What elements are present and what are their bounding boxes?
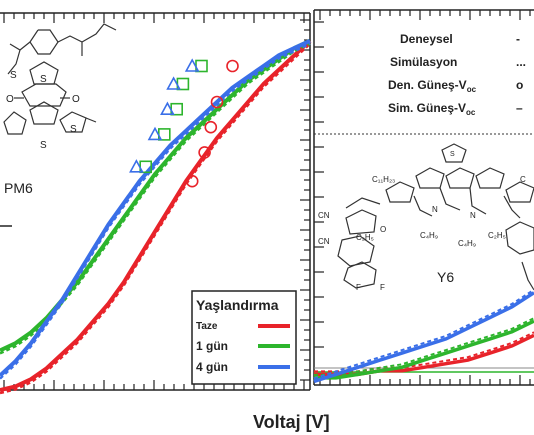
y6-nitrogen-right: N [470,211,476,220]
curve-4-gün [0,38,311,378]
aging-legend: Yaşlandırma Taze 1 gün 4 gün [191,290,297,385]
voc-marker-triangle [129,159,144,173]
voc-marker-triangle [184,58,200,72]
legend-simulasyon: Simülasyon [390,55,457,69]
voc-marker-triangle [160,101,175,115]
y6-c4h9-right: C₄H₉ [458,239,476,248]
legend-label-4-gun: 4 gün [196,360,228,374]
y6-alkyl-right: C [520,175,526,184]
y6-c2h5: C₂H₅ [356,233,374,242]
legend-den-gunes-voc-symbol: o [516,78,523,92]
y6-fluorine-right: F [380,283,385,292]
y6-fluorine-left: F [356,283,361,292]
curve-taze [0,39,312,392]
right-curve-1-gün [314,319,534,380]
pm6-molecule-structure [3,23,117,135]
voc-marker-circle [185,174,199,188]
legend-deneysel-symbol: - [516,32,520,46]
legend-den-gunes-voc: Den. Güneş-Voc [388,78,477,94]
right-sim-curve-4-gün [313,288,534,380]
voc-marker-circle [204,120,218,134]
legend-label-1-gun: 1 gün [196,339,228,353]
y6-alkyl-left: C₁₁H₂₃ [372,175,395,184]
voc-marker-triangle [166,76,181,90]
pm6-sulfur-label-1: S [10,70,17,81]
legend-sim-gunes-voc-symbol: – [516,101,523,115]
y6-nitrogen-left: N [432,205,438,214]
y6-molecule-structure [337,143,534,291]
legend-simulasyon-symbol: ... [516,55,526,69]
right-legend: Deneysel - Simülasyon ... Den. Güneş-Voc… [388,32,526,117]
legend-deneysel: Deneysel [400,32,453,46]
pm6-oxygen-label-1: O [6,94,14,105]
right-curves [313,288,534,384]
right-curve-4-gün [313,291,534,384]
left-ticks [3,13,310,390]
sim-curve-4-gün [0,42,311,380]
legend-sim-gunes-voc: Sim. Güneş-Voc [388,101,476,117]
left-panel: S S O O S S PM6 Yaşlandırma Taze 1 gün 4… [0,12,330,432]
y6-cn-bottom: CN [318,237,330,246]
sim-curve-taze [0,42,311,395]
y6-c2h5-right: C₂H₅ [488,231,506,240]
y6-thiadiazole-label: S [450,151,455,158]
pm6-sulfur-label-3: S [40,140,47,151]
pm6-sulfur-label-2: S [40,74,47,85]
voc-marker-circle [210,95,224,109]
voc-marker-triangle [147,126,163,141]
left-curves [0,38,312,395]
y6-oxygen: O [380,225,386,234]
x-axis-label: Voltaj [V] [253,412,330,432]
aging-legend-title: Yaşlandırma [196,297,279,313]
pm6-label: PM6 [4,180,33,196]
voc-marker-circle [226,59,239,73]
y6-cn-top: CN [318,211,330,220]
y6-label: Y6 [437,269,454,285]
pm6-oxygen-label-2: O [72,94,80,105]
y6-c4h9-left: C₄H₉ [420,231,438,240]
left-voc-markers [129,58,239,188]
voc-marker-circle [198,146,211,159]
legend-label-taze: Taze [196,321,218,332]
right-panel: Deneysel - Simülasyon ... Den. Güneş-Voc… [313,9,534,386]
right-curve-taze [314,333,534,377]
right-sim-curve-1-gün [314,317,534,376]
pm6-sulfur-label-4: S [70,124,77,135]
